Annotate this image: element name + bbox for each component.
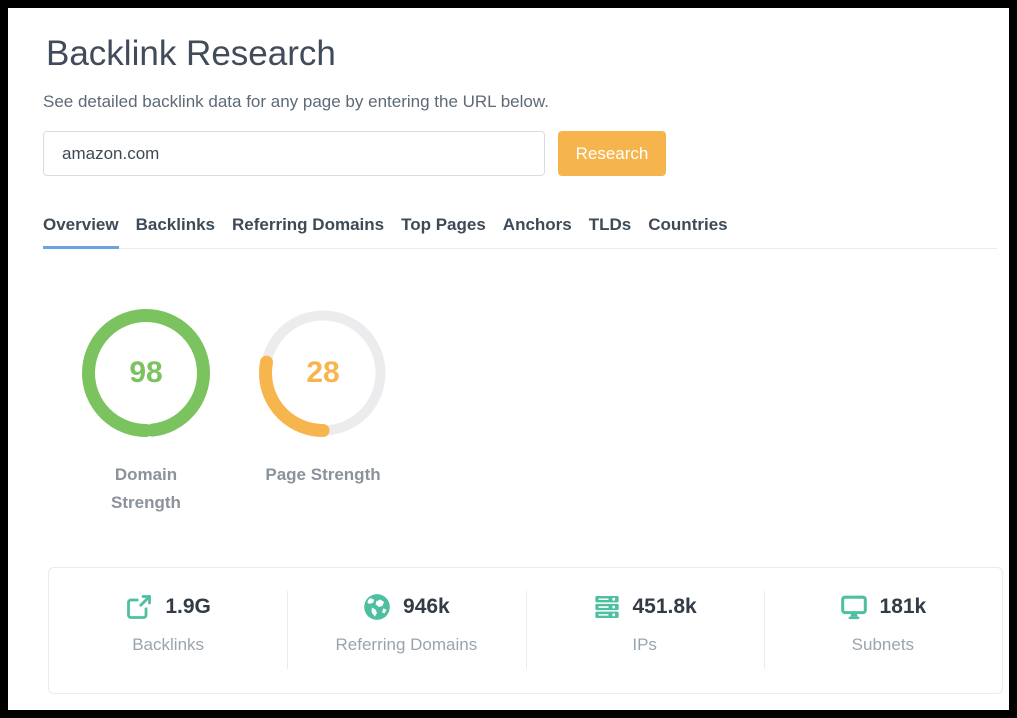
- page-strength-value: 28: [306, 356, 340, 389]
- tab-top-pages[interactable]: Top Pages: [401, 215, 486, 234]
- stat-label: Referring Domains: [335, 635, 478, 654]
- stat-label: Subnets: [851, 635, 915, 654]
- stat-value: 451.8k: [632, 595, 697, 618]
- page-strength-label: Page Strength: [265, 465, 381, 484]
- page-frame: Backlink Research See detailed backlink …: [8, 8, 1009, 710]
- stat-value: 946k: [403, 595, 450, 618]
- stat-backlinks: 1.9G Backlinks: [49, 568, 287, 693]
- tab-countries[interactable]: Countries: [648, 215, 728, 234]
- stat-label: IPs: [632, 635, 657, 654]
- globe-icon: [364, 594, 390, 620]
- tab-bar: Overview Backlinks Referring Domains Top…: [43, 215, 997, 249]
- stat-subnets: 181k Subnets: [763, 568, 1002, 693]
- page-title: Backlink Research: [46, 34, 336, 73]
- strength-gauges: 98 Domain Strength 28 Page Strength: [82, 309, 1009, 517]
- domain-strength-label: Domain Strength: [111, 465, 181, 512]
- gauge-ring: 98: [82, 309, 210, 437]
- tab-tlds[interactable]: TLDs: [588, 215, 632, 234]
- gauge-circle-icon: [259, 309, 387, 437]
- stat-value: 181k: [879, 595, 927, 618]
- desktop-icon: [840, 595, 867, 620]
- tab-overview[interactable]: Overview: [43, 215, 119, 249]
- stat-value: 1.9G: [165, 595, 211, 618]
- tab-referring-domains[interactable]: Referring Domains: [232, 215, 385, 234]
- domain-strength-gauge: 98 Domain Strength: [82, 309, 210, 517]
- server-icon: [594, 596, 619, 618]
- external-link-icon: [127, 595, 152, 619]
- tab-backlinks[interactable]: Backlinks: [135, 215, 215, 234]
- stat-ips: 451.8k IPs: [525, 568, 764, 693]
- page-subtitle: See detailed backlink data for any page …: [43, 92, 549, 111]
- domain-strength-value: 98: [129, 356, 163, 389]
- stat-label: Backlinks: [132, 635, 205, 654]
- url-input[interactable]: [43, 131, 545, 176]
- search-row: Research: [43, 131, 1009, 176]
- summary-stats-card: 1.9G Backlinks 946k Referring Domains: [48, 567, 1003, 694]
- research-button[interactable]: Research: [558, 131, 666, 176]
- tab-anchors[interactable]: Anchors: [502, 215, 572, 234]
- gauge-ring: 28: [259, 309, 387, 437]
- page-strength-gauge: 28 Page Strength: [259, 309, 387, 517]
- gauge-circle-icon: [82, 309, 210, 437]
- stat-referring-domains: 946k Referring Domains: [287, 568, 525, 693]
